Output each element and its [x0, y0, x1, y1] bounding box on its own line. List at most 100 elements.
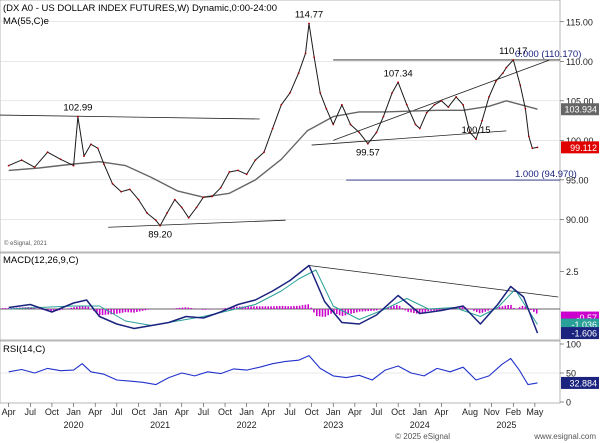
price-tick-label: 115.00 [566, 17, 593, 27]
macd-signal-line [8, 269, 538, 326]
price-chart-title: (DX A0 - US DOLLAR INDEX FUTURES,W) Dyna… [3, 3, 277, 14]
rsi-value-tag-bg [561, 376, 599, 389]
price-point [245, 173, 248, 176]
price-point [512, 59, 515, 61]
price-series [7, 22, 539, 227]
price-point [397, 81, 400, 84]
x-tick-label: Jan [239, 407, 254, 417]
x-year-label: 2022 [237, 420, 257, 430]
price-tick-label: 95.00 [566, 175, 589, 185]
price-annotation: 89.20 [148, 230, 172, 241]
macd-panel: 2.5 -0.57-1.036-1.606 MACD(12,26,9,C) [0, 252, 599, 341]
x-tick-label: Apr [175, 407, 189, 417]
x-tick-label: Oct [391, 407, 406, 417]
footer-copyright: © 2025 eSignal [395, 432, 450, 441]
x-tick-label: Jul [198, 407, 210, 417]
trendline [108, 219, 286, 228]
price-point [146, 212, 149, 214]
price-point [505, 66, 508, 69]
price-tick-label: 100.00 [566, 136, 594, 146]
price-point [228, 171, 231, 173]
price-annotation: 114.77 [295, 10, 323, 21]
rsi-y-axis: 0 50 100 [560, 340, 581, 408]
price-point [271, 127, 274, 130]
rsi-tags: 32.884 [561, 376, 599, 389]
rsi-tick-label: 100 [566, 340, 581, 350]
macd-title: MACD(12,26,9,C) [3, 255, 79, 266]
price-point [154, 219, 157, 222]
price-point [59, 158, 62, 161]
price-point [524, 107, 527, 110]
x-tick-label: Apr [348, 407, 362, 417]
footer-url: www.esignal.com [533, 432, 596, 441]
price-annotation: 102.99 [63, 103, 92, 114]
price-annotation: 100.15 [462, 125, 491, 136]
rsi-panel: 0 50 100 32.884 RSI(14,C) [0, 340, 599, 408]
price-point [425, 111, 428, 114]
price-point [308, 22, 310, 25]
x-tick-label: Jan [153, 407, 168, 417]
x-tick-label: Nov [484, 407, 501, 417]
price-point [462, 103, 464, 106]
price-point [96, 147, 99, 150]
x-year-label: 2020 [64, 420, 84, 430]
esignal-watermark: © eSignal, 2021 [4, 240, 47, 247]
price-point [102, 163, 105, 165]
x-tick-label: Apr [261, 407, 275, 417]
price-annotation: 110.17 [499, 46, 527, 57]
price-point [111, 182, 114, 185]
trendline [0, 114, 260, 120]
price-tick-label: 90.00 [566, 215, 589, 225]
price-point [76, 115, 79, 118]
price-point [219, 186, 222, 189]
price-point [187, 216, 190, 219]
price-point [313, 56, 316, 59]
macd-value-tag: -1.036 [571, 320, 597, 330]
x-tick-label: Jul [371, 407, 383, 417]
macd-tags: -0.57-1.036-1.606 [561, 311, 599, 340]
price-point [7, 164, 10, 167]
price-point [289, 92, 291, 94]
price-point [137, 198, 140, 201]
price-point [319, 92, 322, 94]
x-year-label: 2023 [323, 420, 343, 430]
price-point [527, 135, 530, 138]
x-tick-label: Jan [66, 407, 81, 417]
rsi-series [8, 355, 538, 386]
price-point [72, 164, 75, 167]
price-point [358, 131, 361, 134]
price-point [254, 159, 257, 161]
x-tick-label: Jul [111, 407, 123, 417]
price-point [405, 103, 408, 106]
price-point [128, 188, 131, 191]
last-price-tag-bg [561, 141, 599, 154]
x-tick-label: Apr [2, 407, 16, 417]
price-point [20, 159, 23, 161]
price-point [89, 143, 92, 146]
price-point [375, 131, 378, 134]
x-tick-label: Oct [131, 407, 146, 417]
price-point [495, 80, 497, 82]
price-y-axis: 90.00 95.00 100.00 105.00 110.00 115.00 [560, 17, 594, 225]
price-point [414, 123, 417, 126]
price-point [531, 147, 534, 150]
x-tick-label: May [526, 407, 544, 417]
price-annotation: 107.34 [384, 68, 413, 79]
price-point [304, 52, 307, 55]
price-point [237, 169, 239, 172]
last-price-tag: 103.934 [564, 105, 597, 115]
rsi-line [8, 355, 538, 386]
macd-tick-label: 2.5 [566, 267, 579, 277]
price-point [211, 195, 213, 198]
price-point [280, 103, 283, 106]
x-year-label: 2021 [150, 420, 170, 430]
price-point [195, 206, 198, 209]
price-point [33, 166, 36, 169]
last-price-tag-bg [561, 103, 599, 116]
price-annotation: 0.000 (110.170) [515, 49, 581, 60]
price-point [173, 198, 176, 201]
trendline [311, 130, 507, 146]
macd-value-tag-bg [561, 327, 599, 340]
price-point [391, 92, 393, 94]
price-point [418, 127, 421, 130]
